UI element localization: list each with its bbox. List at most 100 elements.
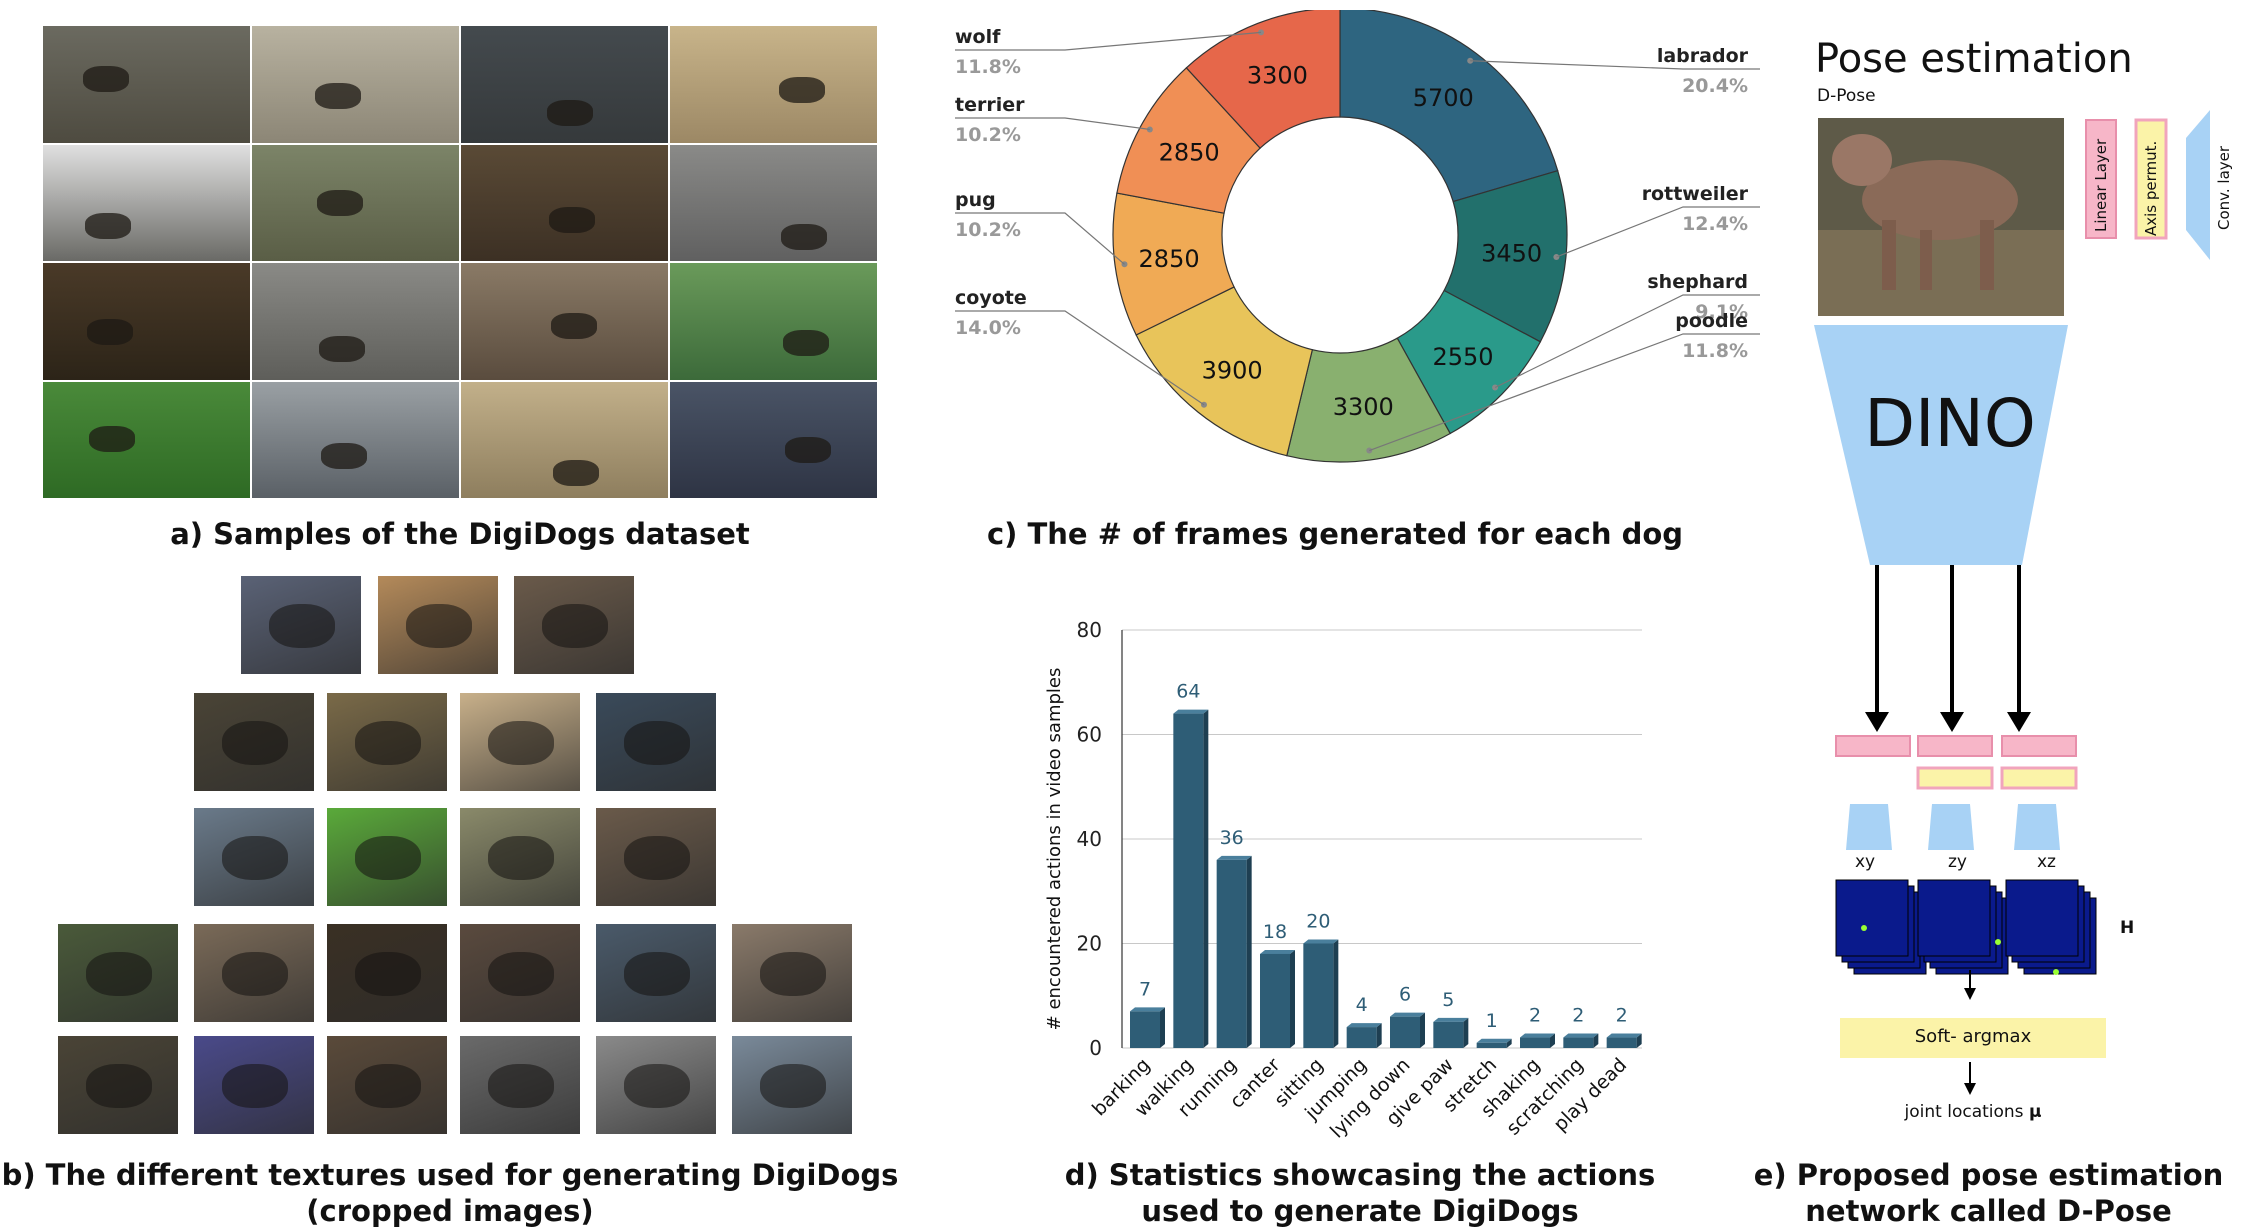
leader-line-wolf	[955, 31, 1262, 51]
bar-value-label: 2	[1616, 1005, 1628, 1027]
dog-silhouette	[624, 721, 690, 765]
bar-top-scratching	[1563, 1033, 1599, 1038]
texture-sample-image	[193, 1035, 315, 1135]
dog-silhouette	[87, 319, 133, 345]
dino-label: DINO	[1864, 385, 2036, 462]
joint-locations-text: joint locations	[1904, 1102, 2024, 1122]
donut-label-labrador: labrador	[1657, 45, 1749, 67]
bar-give paw	[1433, 1021, 1464, 1048]
bar-value-label: 36	[1220, 827, 1244, 849]
bar-top-running	[1216, 855, 1252, 860]
bar-lying down	[1390, 1016, 1420, 1048]
leader-line-terrier	[955, 117, 1150, 131]
bar-top-play dead	[1606, 1033, 1642, 1038]
joint-locations-label: joint locations μ	[1840, 1102, 2106, 1122]
heatmap-layer	[1835, 879, 1909, 957]
texture-sample-image	[57, 1035, 179, 1135]
bar-side-shaking	[1550, 1033, 1555, 1048]
dog-silhouette	[551, 313, 597, 339]
dog-silhouette	[624, 1064, 690, 1108]
bar-value-label: 64	[1176, 681, 1200, 703]
texture-sample-image	[193, 807, 315, 907]
dog-silhouette	[760, 1064, 826, 1108]
leader-line-shephard	[1494, 294, 1760, 389]
dog-silhouette	[779, 77, 825, 103]
bar-scratching	[1563, 1037, 1594, 1048]
caption-d-line2: used to generate DigiDogs	[1141, 1194, 1579, 1228]
donut-value-labrador: 5700	[1413, 84, 1474, 112]
texture-sample-image	[731, 923, 853, 1023]
heatmap-stacks	[1835, 879, 2097, 975]
bar-side-stretch	[1506, 1038, 1512, 1048]
bar-top-give paw	[1433, 1017, 1469, 1022]
bar-side-canter	[1290, 949, 1295, 1048]
caption-d-line1: d) Statistics showcasing the actions	[1064, 1158, 1656, 1192]
y-tick-label: 80	[1077, 618, 1102, 642]
dino-output-arrows	[1865, 565, 2031, 732]
dog-silhouette	[89, 425, 135, 452]
softargmax-box	[1840, 1018, 2106, 1058]
bar-top-shaking	[1520, 1033, 1555, 1038]
donut-pct-wolf: 11.8%	[955, 56, 1021, 78]
donut-pct-shephard: 9.1%	[1695, 301, 1748, 323]
leader-line-labrador	[1470, 60, 1760, 70]
dataset-sample-image	[42, 143, 251, 262]
leader-line-coyote	[955, 310, 1205, 406]
bar-top-walking	[1173, 709, 1209, 714]
texture-sample-image	[595, 692, 717, 792]
dataset-sample-image	[251, 143, 460, 262]
bar-value-label: 1	[1486, 1010, 1498, 1032]
heatmap-layer	[2005, 879, 2079, 957]
heatmap-to-softargmax-arrow	[1964, 970, 1976, 1000]
dog-silhouette	[549, 206, 595, 233]
texture-sample-image	[595, 807, 717, 907]
dog-silhouette	[317, 189, 363, 216]
bar-side-scratching	[1593, 1033, 1599, 1048]
frames-donut-chart: 5700 labrador 20.4% 3450 rottweiler 12.4% 2550…	[955, 10, 1760, 463]
legend-conv-label: Conv. layer	[2215, 145, 2233, 230]
donut-value-poodle: 3300	[1333, 393, 1394, 421]
x-tick-label: canter	[1226, 1054, 1285, 1113]
texture-sample-image	[377, 575, 499, 675]
pose-title: Pose estimation	[1815, 36, 2133, 82]
leader-line-rottweiler	[1556, 206, 1760, 258]
bar-value-label: 18	[1263, 921, 1287, 943]
donut-value-coyote: 3900	[1202, 357, 1263, 385]
donut-label-terrier: terrier	[955, 94, 1025, 116]
donut-label-poodle: poodle	[1675, 310, 1748, 332]
plane-label-xy: xy	[1855, 852, 1876, 872]
texture-sample-image	[57, 923, 179, 1023]
caption-b-line2: (cropped images)	[306, 1194, 594, 1228]
legend-conv-layer	[2186, 110, 2210, 260]
head-axis-permut-layers	[1916, 766, 2078, 790]
texture-sample-image	[193, 923, 315, 1023]
dog-silhouette	[783, 330, 829, 356]
donut-value-pug: 2850	[1139, 245, 1200, 273]
bar-walking	[1173, 713, 1204, 1048]
bar-sitting	[1303, 943, 1334, 1048]
heatmap-layer	[1917, 879, 1991, 957]
dog-silhouette	[355, 836, 421, 880]
pose-subtitle: D-Pose	[1817, 86, 1876, 106]
y-axis-label: # encountered actions in video samples	[1044, 668, 1065, 1031]
dataset-sample-image	[42, 380, 251, 499]
dataset-sample-image	[42, 25, 251, 144]
bar-value-label: 20	[1306, 911, 1330, 933]
bar-top-barking	[1130, 1007, 1165, 1012]
dog-silhouette	[488, 1064, 554, 1108]
caption-a: a) Samples of the DigiDogs dataset	[170, 517, 750, 551]
dog-silhouette	[406, 604, 472, 648]
dataset-sample-image	[251, 380, 460, 499]
donut-label-wolf: wolf	[955, 26, 1001, 48]
texture-sample-image	[513, 575, 635, 675]
mu-symbol: μ	[2028, 1102, 2042, 1122]
bar-value-label: 7	[1139, 978, 1151, 1000]
bar-canter	[1260, 953, 1290, 1048]
bar-side-sitting	[1333, 939, 1339, 1048]
dog-silhouette	[488, 721, 554, 765]
bar-top-canter	[1260, 949, 1295, 954]
dog-silhouette	[553, 459, 599, 486]
head-conv-layers	[1846, 804, 2060, 850]
dog-silhouette	[781, 223, 827, 250]
bar-top-sitting	[1303, 939, 1339, 944]
